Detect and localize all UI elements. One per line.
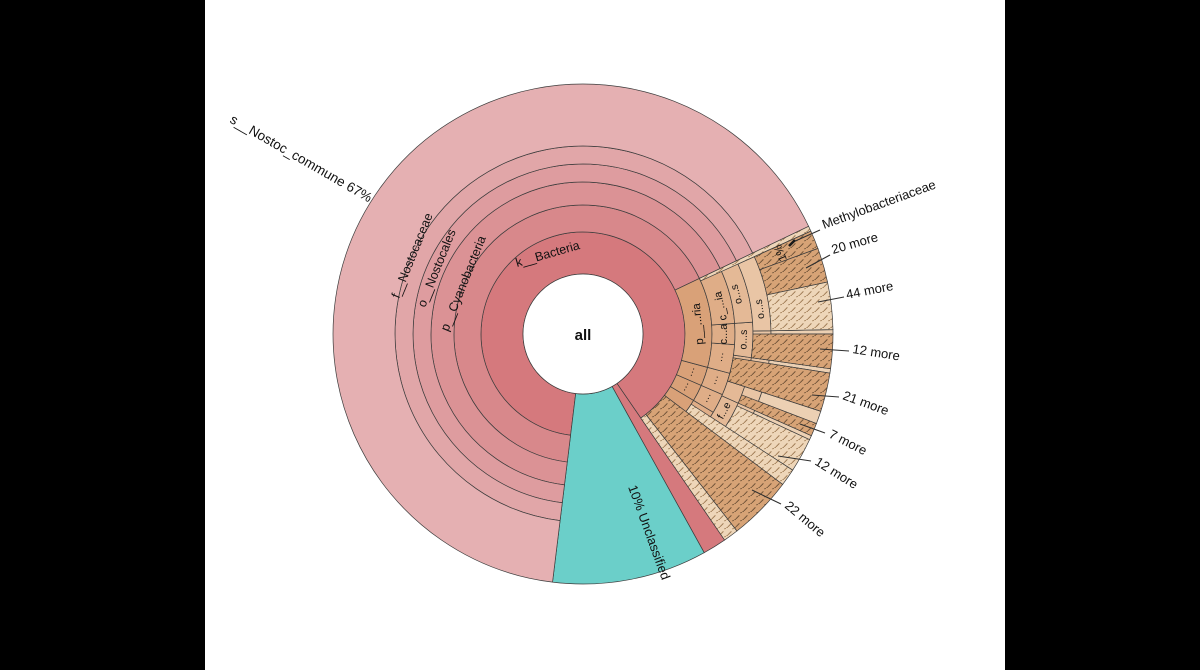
callout-7-more[interactable]: 7 more	[827, 426, 870, 458]
callout-methylobacteriaceae-tick	[788, 239, 796, 247]
p-proteobacteria-wedge-label: p__...ria	[691, 302, 707, 345]
strip-top-hatch[interactable]	[698, 225, 812, 282]
more-44-wedge[interactable]	[766, 281, 834, 332]
class-other-3-label: ···	[709, 374, 723, 387]
callout-22-more[interactable]: 22 more	[782, 498, 828, 540]
class-other-2-label: ···	[701, 392, 715, 406]
callout-12-more-b[interactable]: 12 more	[812, 454, 860, 492]
callout-21-more[interactable]: 21 more	[841, 388, 891, 418]
methylobacteriaceae-wedge[interactable]	[753, 230, 819, 271]
callout-methylobacteriaceae-leader	[792, 229, 821, 243]
more-22-wedge[interactable]	[645, 394, 784, 532]
order-o-s-1-wedge-label: o...s	[728, 283, 745, 305]
center-label: all	[575, 327, 592, 344]
more-20-wedge[interactable]	[759, 248, 828, 296]
callout-12-more-a-leader	[819, 348, 850, 352]
callout-methylobacteriaceae[interactable]: Methylobacteriaceae	[820, 177, 938, 232]
strip-low-2-hatch[interactable]	[640, 413, 738, 541]
callout-22-more-leader	[751, 489, 782, 505]
label-s-nostoc-commune: s__Nostoc_commune 67%	[228, 112, 375, 206]
callout-20-more-leader	[805, 254, 831, 269]
callout-21-more-leader	[811, 394, 840, 398]
callout-44-more-leader	[817, 296, 845, 303]
class-alphaproteobacteria-wedge-label: c_...ia	[712, 289, 730, 321]
more-12a-wedge[interactable]	[750, 333, 834, 370]
callout-12-more-a[interactable]: 12 more	[852, 341, 901, 363]
callout-7-more-leader	[799, 423, 826, 434]
callout-44-more[interactable]: 44 more	[845, 278, 895, 302]
callout-12-more-b-leader	[777, 455, 812, 462]
more-12b-wedge[interactable]	[725, 405, 811, 471]
more-7-wedge[interactable]	[737, 394, 817, 437]
class-c-a-wedge-label: c...a	[718, 323, 730, 345]
s-nostoc-commune-ring[interactable]	[332, 83, 810, 583]
class-other-4-label: ···	[716, 351, 728, 363]
phylum-other-2-label: ···	[679, 380, 693, 394]
phylum-other-3-label: ···	[686, 366, 700, 379]
methylobacteriaceae-wedge-label: 1%	[772, 243, 789, 263]
family-o-s-2-wedge-label: o...s	[753, 298, 768, 319]
callout-20-more[interactable]: 20 more	[830, 229, 880, 257]
more-21-wedge[interactable]	[727, 357, 831, 412]
strip-low-1-hatch[interactable]	[685, 403, 794, 485]
center-circle[interactable]	[522, 273, 644, 395]
order-o-s-3-wedge-label: o...s	[737, 329, 750, 349]
